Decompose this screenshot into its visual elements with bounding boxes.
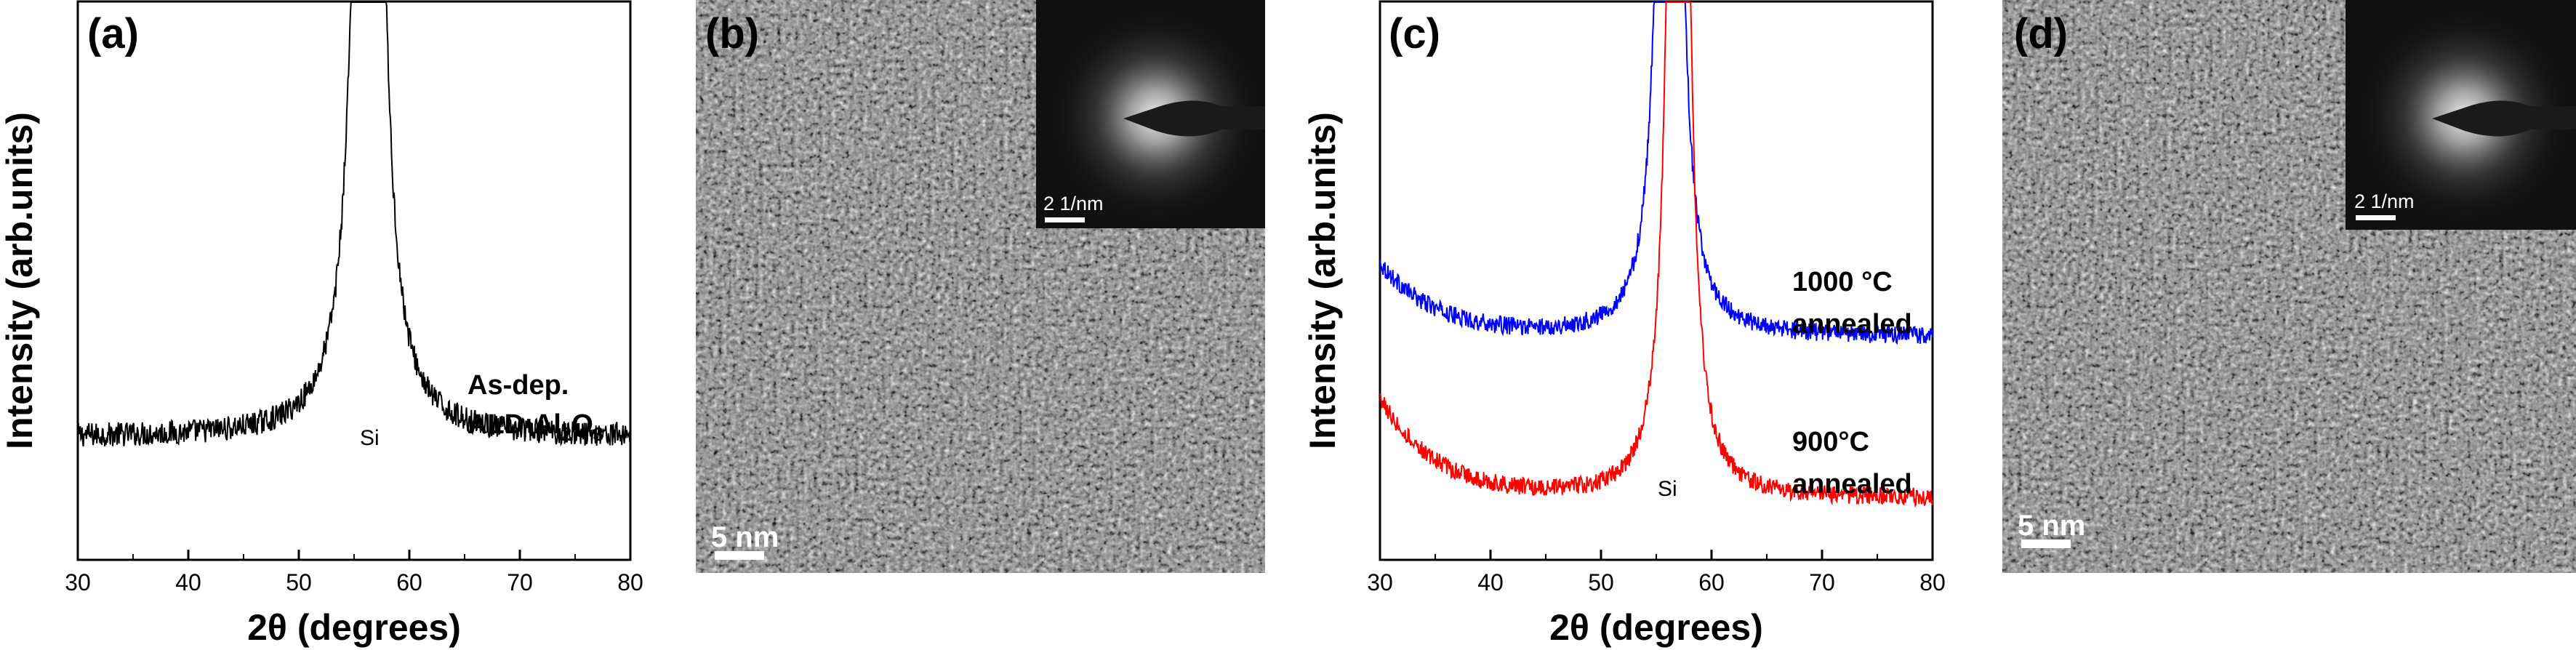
x-tick-label-a-70: 70 — [507, 569, 533, 595]
inset-scalebar-b — [1045, 217, 1085, 222]
x-tick-label-c-60: 60 — [1698, 569, 1725, 595]
x-tick-label-a-60: 60 — [396, 569, 422, 595]
panel-label-d: (d) — [2014, 10, 2068, 57]
annotation-900c: 900°C — [1792, 427, 1869, 457]
x-tick-label-c-70: 70 — [1809, 569, 1835, 595]
x-tick-label-c-80: 80 — [1919, 569, 1946, 595]
x-tick-label-a-30: 30 — [65, 569, 91, 595]
annotation-900c-annealed: annealed — [1792, 469, 1912, 499]
scalebar-label-d: 5 nm — [2018, 510, 2085, 542]
y-axis-label-c: Intensity (arb.units) — [1302, 112, 1343, 449]
x-tick-label-a-50: 50 — [286, 569, 312, 595]
panel-label-b: (b) — [705, 10, 759, 57]
panel-b: 2 1/nm 5 nm (b) — [696, 0, 1265, 573]
annotation-1000c-annealed: annealed — [1792, 309, 1912, 340]
panel-label-a: (a) — [87, 10, 139, 57]
plot-frame-a — [76, 0, 632, 561]
x-ticks-c: 30 40 50 60 70 80 — [1367, 550, 1946, 595]
beam-stop-b — [1123, 100, 1265, 137]
inset-scalebar-d — [2356, 215, 2396, 220]
x-axis-label-a: 2θ (degrees) — [247, 607, 461, 648]
series-line-1000c — [1379, 1, 1933, 345]
series-line-as-dep — [77, 1, 631, 447]
beam-stop-d — [2432, 100, 2576, 137]
peak-label-si-a: Si — [360, 426, 380, 450]
peak-label-si-c: Si — [1658, 477, 1677, 501]
panel-d: 2 1/nm 5 nm (d) — [2002, 0, 2576, 573]
annotation-ald-al2o3: ALD-Al2O3 — [468, 409, 603, 445]
x-ticks-a: 30 40 50 60 70 80 — [65, 550, 643, 595]
annotation-as-dep: As-dep. — [468, 370, 569, 401]
panel-c: 30 40 50 60 70 80 (c) 1000 °C annealed 900°C … — [1302, 0, 1946, 648]
inset-scalebar-label-b: 2 1/nm — [1043, 193, 1104, 214]
x-tick-label-a-40: 40 — [175, 569, 201, 595]
x-tick-label-c-30: 30 — [1367, 569, 1393, 595]
scalebar-label-b: 5 nm — [711, 521, 779, 553]
x-tick-label-a-80: 80 — [617, 569, 643, 595]
series-line-900c — [1379, 1, 1933, 508]
inset-scalebar-label-d: 2 1/nm — [2354, 190, 2415, 212]
y-axis-label-a: Intensity (arb.units) — [0, 112, 40, 449]
x-axis-label-c: 2θ (degrees) — [1549, 607, 1763, 648]
x-tick-label-c-50: 50 — [1588, 569, 1614, 595]
annotation-1000c: 1000 °C — [1792, 267, 1893, 297]
panel-a: 30 40 50 60 70 80 (a) As-dep. ALD-Al2O3 Si In… — [0, 0, 643, 648]
scalebar-b — [715, 551, 764, 560]
scalebar-d — [2021, 539, 2071, 548]
x-tick-label-c-40: 40 — [1477, 569, 1504, 595]
panel-label-c: (c) — [1389, 10, 1440, 57]
